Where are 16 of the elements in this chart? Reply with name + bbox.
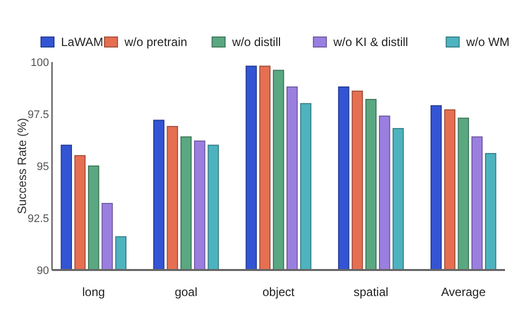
x-tick-label: spatial <box>354 285 388 299</box>
x-tick-label: goal <box>174 285 198 299</box>
x-tick-label: long <box>82 285 105 299</box>
y-tick-label: 100 <box>30 56 49 69</box>
legend-label: w/o pretrain <box>124 35 188 49</box>
y-tick-label: 92.5 <box>28 212 49 225</box>
x-tick-label: Average <box>441 285 486 299</box>
legend-label: LaWAM <box>61 35 104 49</box>
y-axis-title: Success Rate (%) <box>15 118 29 214</box>
y-tick-label: 95 <box>36 160 49 173</box>
y-tick-label: 90 <box>36 264 49 277</box>
x-tick-label: object <box>262 285 296 299</box>
legend-label: w/o distill <box>231 35 281 49</box>
legend-label: w/o KI & distill <box>332 35 408 49</box>
y-tick-label: 97.5 <box>28 108 49 121</box>
legend-label: w/o WM <box>465 35 510 49</box>
